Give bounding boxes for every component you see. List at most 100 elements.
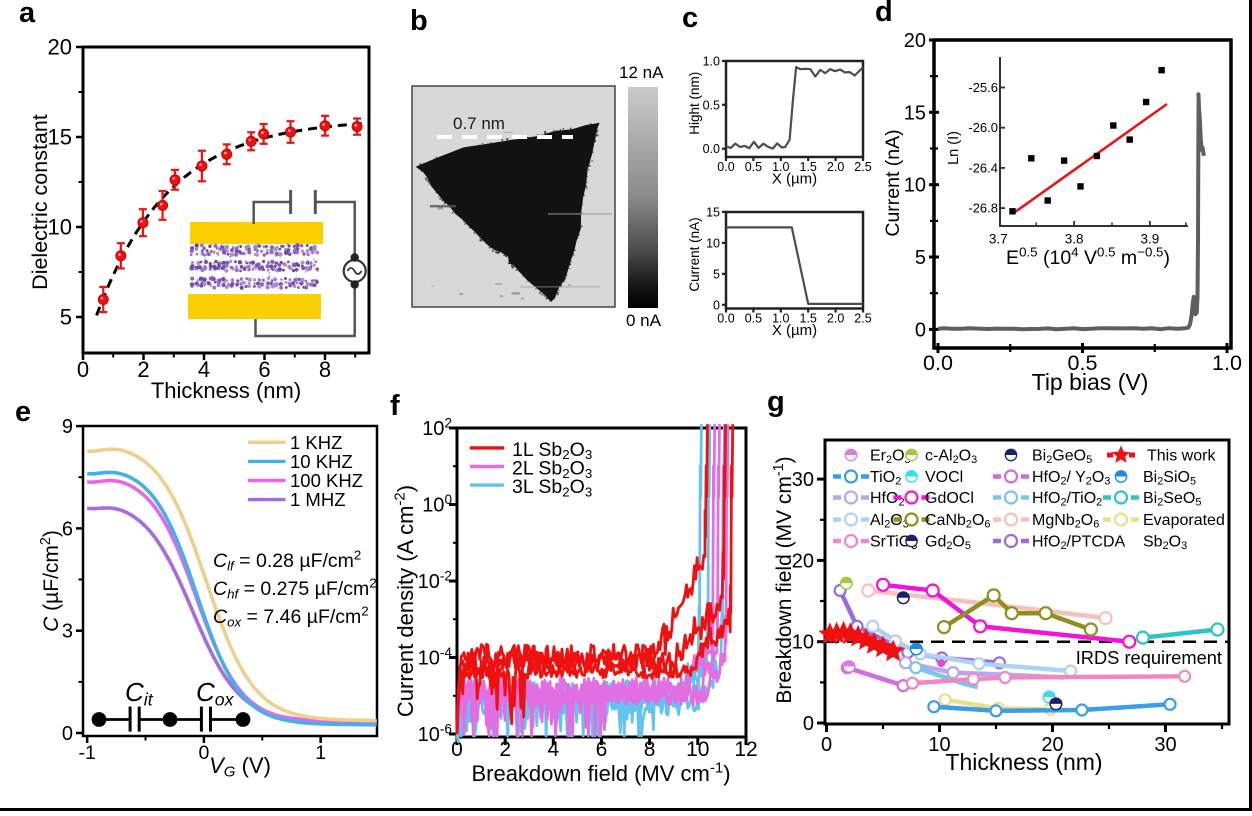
svg-text:12: 12 [734, 738, 757, 761]
svg-text:100​: 100​ [422, 492, 452, 517]
svg-text:0: 0 [451, 738, 463, 761]
svg-text:10-4​: 10-4​ [418, 645, 453, 670]
svg-text:12 nA: 12 nA [619, 63, 664, 82]
svg-text:Current (nA): Current (nA) [882, 129, 904, 236]
svg-text:Chf​ = 0.275 µF/cm2​: Chf​ = 0.275 µF/cm2​ [213, 576, 377, 602]
svg-text:0.5: 0.5 [1068, 351, 1098, 375]
svg-text:0: 0 [915, 319, 926, 341]
svg-text:MgNb2​O6​: MgNb2​O6​ [1032, 512, 1099, 531]
svg-text:3.7: 3.7 [989, 232, 1008, 247]
svg-text:E0.5​ (104​ V0.5​ m−0.5​): E0.5​ (104​ V0.5​ m−0.5​) [1006, 245, 1170, 269]
svg-text:Cit​: Cit​ [125, 677, 154, 709]
svg-text:Gd2​O5​: Gd2​O5​ [925, 534, 971, 553]
svg-text:2.0: 2.0 [827, 312, 844, 326]
svg-text:0: 0 [198, 742, 209, 764]
svg-text:f: f [390, 390, 400, 422]
svg-text:3.9: 3.9 [1141, 232, 1160, 247]
svg-text:20: 20 [792, 550, 814, 572]
svg-text:2.5: 2.5 [854, 160, 871, 174]
svg-text:0.0: 0.0 [717, 160, 734, 174]
svg-text:Bi2​SiO5​: Bi2​SiO5​ [1143, 469, 1196, 488]
svg-text:9: 9 [62, 416, 73, 438]
svg-text:Thickness (nm): Thickness (nm) [945, 749, 1102, 775]
svg-text:1.0: 1.0 [772, 160, 789, 174]
svg-text:X (µm): X (µm) [772, 171, 817, 188]
svg-text:5: 5 [915, 247, 926, 269]
svg-text:6: 6 [258, 357, 270, 382]
svg-text:2: 2 [137, 357, 149, 382]
svg-text:1.0: 1.0 [772, 312, 789, 326]
svg-text:10-6​: 10-6​ [418, 721, 452, 746]
svg-text:VOCl: VOCl [925, 469, 963, 486]
svg-text:10-2​: 10-2​ [418, 568, 452, 593]
svg-text:Cox​: Cox​ [196, 677, 235, 709]
svg-text:20: 20 [48, 35, 72, 60]
svg-text:IRDS requirement: IRDS requirement [1076, 647, 1222, 668]
svg-text:1 KHZ: 1 KHZ [290, 432, 342, 453]
svg-text:-1: -1 [78, 742, 95, 764]
svg-text:Bi2​GeO5​: Bi2​GeO5​ [1032, 448, 1092, 467]
svg-text:This work: This work [1147, 448, 1216, 465]
svg-text:0: 0 [821, 734, 832, 756]
svg-text:15: 15 [706, 205, 720, 219]
svg-text:4: 4 [198, 357, 210, 382]
svg-text:1.0: 1.0 [1212, 351, 1242, 375]
svg-text:0 nA: 0 nA [626, 311, 662, 330]
svg-text:CaNb2​O6​: CaNb2​O6​ [925, 512, 990, 531]
svg-text:0: 0 [77, 357, 89, 382]
svg-text:5: 5 [60, 305, 72, 330]
svg-text:0.7 nm: 0.7 nm [453, 114, 505, 133]
svg-text:Er2​O3​: Er2​O3​ [870, 448, 911, 467]
svg-text:1.0: 1.0 [703, 55, 720, 69]
svg-text:1 MHZ: 1 MHZ [290, 489, 346, 510]
svg-text:100 KHZ: 100 KHZ [290, 470, 363, 491]
svg-text:3L Sb2​O3​: 3L Sb2​O3​ [512, 476, 592, 499]
svg-text:0.0: 0.0 [703, 142, 720, 156]
svg-text:Sb2​O3​: Sb2​O3​ [1143, 534, 1187, 553]
svg-text:10: 10 [48, 215, 72, 240]
svg-text:-26.4: -26.4 [968, 160, 998, 175]
svg-text:0.0: 0.0 [923, 351, 953, 375]
svg-text:0.5: 0.5 [745, 160, 762, 174]
svg-text:3: 3 [62, 621, 73, 643]
svg-text:X (µm): X (µm) [772, 322, 817, 339]
svg-text:Current (nA): Current (nA) [687, 217, 702, 291]
svg-text:10: 10 [928, 734, 950, 756]
svg-text:TiO2​: TiO2​ [870, 469, 901, 488]
svg-text:2.5: 2.5 [854, 312, 871, 326]
svg-text:20: 20 [1041, 734, 1063, 756]
svg-text:Current density (A cm-2​): Current density (A cm-2​) [392, 485, 418, 717]
svg-text:2.0: 2.0 [827, 160, 844, 174]
svg-text:HfO2​/TiO2​: HfO2​/TiO2​ [1032, 490, 1102, 509]
svg-text:HfO2​/ Y2​O3​: HfO2​/ Y2​O3​ [1032, 469, 1110, 488]
svg-text:4: 4 [547, 738, 559, 761]
svg-text:C (µF/cm2​): C (µF/cm2​) [38, 530, 63, 632]
svg-text:5: 5 [713, 267, 720, 281]
svg-text:20: 20 [904, 30, 926, 52]
svg-text:Tip bias (V): Tip bias (V) [1032, 369, 1149, 395]
svg-text:Evaporated: Evaporated [1143, 512, 1225, 529]
svg-text:10: 10 [904, 175, 926, 197]
svg-text:-25.6: -25.6 [968, 80, 998, 95]
svg-text:0.0: 0.0 [717, 312, 734, 326]
svg-text:15: 15 [904, 102, 926, 124]
svg-text:GdOCl: GdOCl [925, 490, 974, 507]
svg-text:Bi2​SeO5​: Bi2​SeO5​ [1143, 490, 1201, 509]
svg-text:102​: 102​ [422, 415, 452, 440]
svg-text:3.8: 3.8 [1065, 232, 1084, 247]
svg-text:1.5: 1.5 [800, 160, 817, 174]
svg-text:10 KHZ: 10 KHZ [290, 451, 353, 472]
svg-text:0: 0 [62, 723, 73, 745]
svg-text:Breakdown field (MV cm-1​): Breakdown field (MV cm-1​) [471, 760, 730, 786]
svg-text:15: 15 [48, 125, 72, 150]
svg-text:-26.0: -26.0 [968, 120, 998, 135]
svg-text:e: e [15, 396, 31, 428]
svg-text:g: g [767, 386, 785, 418]
svg-text:d: d [875, 0, 893, 28]
svg-text:0.5: 0.5 [745, 312, 762, 326]
svg-text:Clf​ = 0.28 µF/cm2​: Clf​ = 0.28 µF/cm2​ [213, 548, 361, 574]
svg-text:1L Sb2​O3​: 1L Sb2​O3​ [512, 439, 592, 462]
svg-text:30: 30 [792, 469, 814, 491]
svg-text:10: 10 [686, 738, 709, 761]
svg-text:VG​ (V): VG​ (V) [209, 753, 271, 781]
